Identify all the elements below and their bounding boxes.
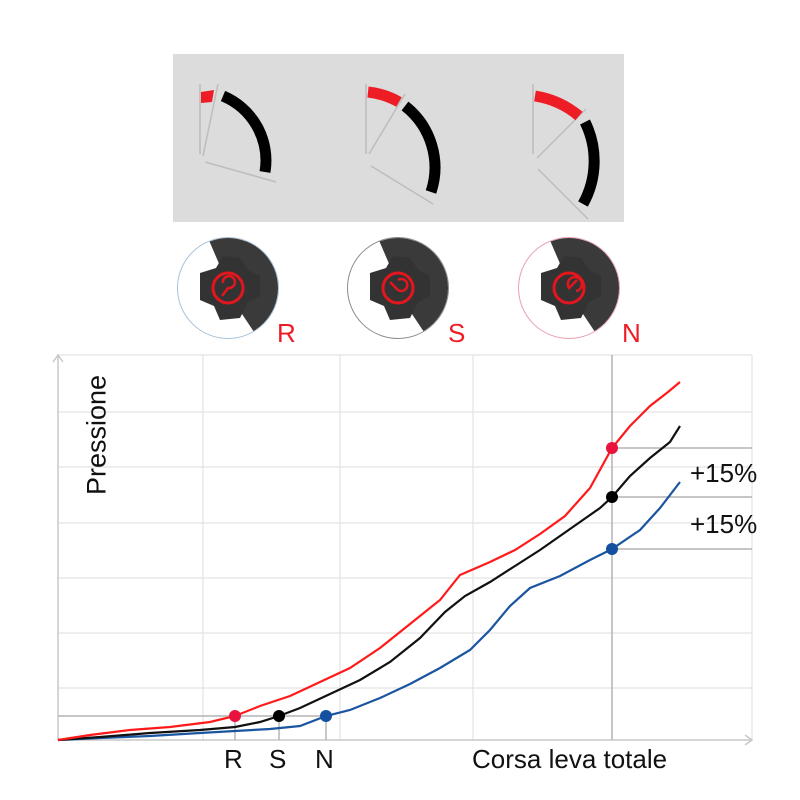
knob-s-image [347, 237, 449, 339]
marker-s-high [606, 491, 618, 503]
gauges-graphic [199, 83, 600, 220]
annotation-plus-15-upper: +15% [690, 458, 758, 488]
gauge-n [532, 84, 600, 220]
grid [58, 354, 753, 740]
knob-n-image [518, 237, 620, 339]
x-tick-n: N [315, 744, 334, 774]
gauge-s [365, 84, 441, 205]
brake-adjuster-knob-icon [370, 238, 448, 338]
marker-n-low [320, 710, 332, 722]
brake-adjuster-knob-icon [200, 238, 278, 338]
x-tick-r: R [224, 744, 243, 774]
axes [52, 353, 754, 746]
brake-adjuster-knob-icon [541, 238, 619, 338]
marker-n-high [606, 543, 618, 555]
series-n-line [57, 481, 681, 742]
marker-r-high [606, 442, 618, 454]
marker-s-low [273, 710, 285, 722]
markers [229, 442, 618, 722]
y-axis-label: Pressione [81, 374, 112, 496]
knob-label-n: N [622, 318, 641, 348]
knob-label-s: S [448, 318, 466, 348]
series-s-line [57, 425, 681, 742]
annotation-plus-15-lower: +15% [690, 509, 758, 539]
knob-label-r: R [277, 318, 296, 348]
gauge-r [199, 83, 277, 183]
x-tick-s: S [269, 744, 287, 774]
gauge-panel [173, 54, 624, 222]
reference-lines [58, 355, 752, 740]
x-axis-label: Corsa leva totale [472, 744, 668, 774]
marker-r-low [229, 710, 241, 722]
knob-r-image [177, 237, 279, 339]
